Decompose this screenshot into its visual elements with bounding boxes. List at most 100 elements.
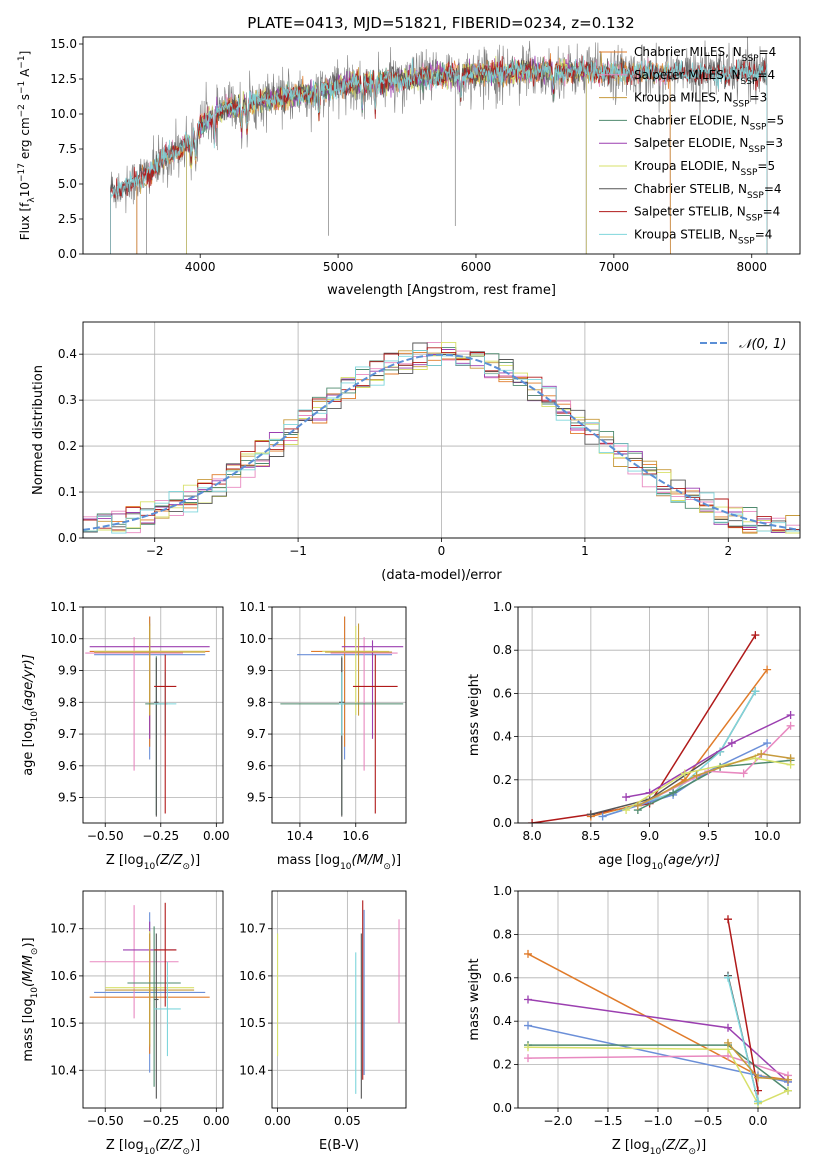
data-point-marker [739,769,748,778]
series-line [637,753,791,807]
data-point-marker [727,739,736,748]
y-tick-label: 0.2 [493,773,512,787]
data-point-marker [754,1073,762,1082]
plot-area [110,37,768,254]
legend-item-label: Chabrier ELODIE, NSSP=5 [634,113,784,132]
y-axis-label: age [log10(age/yr)] [21,654,40,776]
x-tick-label: 4000 [185,260,216,274]
y-tick-label: 9.7 [58,727,77,741]
data-point-marker [598,812,607,821]
series-line [727,919,759,1091]
data-point-marker [524,995,532,1004]
y-tick-label: 0.0 [493,1101,512,1115]
series-line [625,714,791,798]
legend-item-label: Chabrier STELIB, NSSP=4 [634,182,782,201]
y-tick-label: 0.1 [58,485,77,499]
x-tick-label: 0.0 [748,1114,767,1128]
series-line [727,977,759,1102]
x-axis-label: Z [log10(Z/Z⊙)] [106,1138,200,1157]
x-axis-label: E(B-V) [319,1138,359,1153]
x-tick-label: 1 [581,544,589,558]
plot-area [83,341,800,538]
axes-spectrum: 4000 5000 6000 7000 8000 0.0 2.5 5.0 7.5 10.0 12.5… [17,36,801,298]
plot-area [277,900,400,1099]
axes-frame [82,890,224,1109]
x-tick-label: 0.05 [334,1114,361,1128]
x-tick-label: 0.00 [203,1114,230,1128]
y-tick-label: 9.8 [247,695,266,709]
y-tick-label: 0.2 [493,1058,512,1072]
plot-area [85,616,210,817]
plot-area [89,902,210,1099]
y-tick-label: 0.6 [493,686,512,700]
y-axis-label: mass weight [467,958,482,1040]
y-tick-label: 10.5 [239,1016,266,1030]
y-tick-label: 0.8 [493,643,512,657]
x-tick-label: −1.0 [643,1114,672,1128]
data-point-marker [524,1021,532,1030]
y-tick-label: 0.8 [493,927,512,941]
y-tick-label: 9.9 [247,664,266,678]
x-tick-label: 5000 [323,260,354,274]
y-tick-label: 0.0 [493,816,512,830]
x-tick-label: 10.6 [342,829,369,843]
y-tick-label: 5.0 [58,177,77,191]
y-tick-label: 10.0 [50,632,77,646]
y-tick-label: 9.7 [247,727,266,741]
axes-frame [517,890,801,1109]
x-tick-label: −2.0 [543,1114,572,1128]
figure-title: PLATE=0413, MJD=51821, FIBERID=0234, z=0… [247,14,634,32]
axes-frame [271,890,407,1109]
x-tick-label: 9.5 [699,829,718,843]
x-axis-label: wavelength [Angstrom, rest frame] [327,283,556,298]
y-tick-label: 0.6 [493,971,512,985]
data-point-marker [692,771,701,780]
x-tick-label: −0.25 [142,1114,179,1128]
data-point-marker [524,1054,532,1063]
y-tick-label: 0.4 [493,1014,512,1028]
data-point-marker [622,793,631,802]
x-tick-label: 8.5 [581,829,600,843]
x-tick-label: 2 [724,544,732,558]
y-tick-label: 10.0 [239,632,266,646]
y-tick-label: 15.0 [50,37,77,51]
data-point-marker [622,806,631,815]
x-tick-label: 8000 [736,260,767,274]
x-tick-label: −0.50 [87,829,124,843]
data-point-marker [524,1043,532,1052]
x-tick-label: −0.5 [693,1114,722,1128]
data-point-marker [786,754,795,763]
x-tick-label: −1.5 [593,1114,622,1128]
y-tick-label: 10.7 [239,922,266,936]
plot-area [280,616,404,817]
x-tick-label: −2 [146,544,164,558]
y-tick-label: 9.6 [247,759,266,773]
x-tick-label: −0.25 [142,829,179,843]
y-tick-label: 0.0 [58,247,77,261]
series-line [527,1046,789,1105]
axes-age_vs_mass: 10.4 10.6 9.5 9.6 9.7 9.8 9.9 10.0 10.1 mass [log… [239,600,407,872]
axes-massweight_vs_Z: −2.0 −1.5 −1.0 −0.5 0.0 0.0 0.2 0.4 0.6 0.8 1.0 Z [… [467,884,801,1157]
y-tick-label: 1.0 [493,600,512,614]
x-axis-label: Z [log10(Z/Z⊙)] [106,853,200,872]
y-tick-label: 10.0 [50,107,77,121]
x-tick-label: 7000 [599,260,630,274]
data-point-marker [751,687,760,696]
y-tick-label: 10.6 [239,969,266,983]
y-tick-label: 0.0 [58,531,77,545]
legend: Chabrier MILES, NSSP=4 Salpeter MILES, NS… [599,45,784,246]
x-axis-label: Z [log10(Z/Z⊙)] [612,1138,706,1157]
plot-area [524,915,792,1108]
legend-item-label: Salpeter MILES, NSSP=4 [634,68,775,87]
y-tick-label: 10.1 [50,600,77,614]
y-tick-label: 9.5 [58,791,77,805]
plot-area [528,631,795,823]
axes-frame [271,606,407,824]
series-line [625,757,791,811]
x-tick-label: 8.0 [523,829,542,843]
data-point-marker [754,1097,762,1106]
x-tick-label: 0.00 [264,1114,291,1128]
y-tick-label: 0.4 [493,730,512,744]
y-tick-label: 0.2 [58,439,77,453]
